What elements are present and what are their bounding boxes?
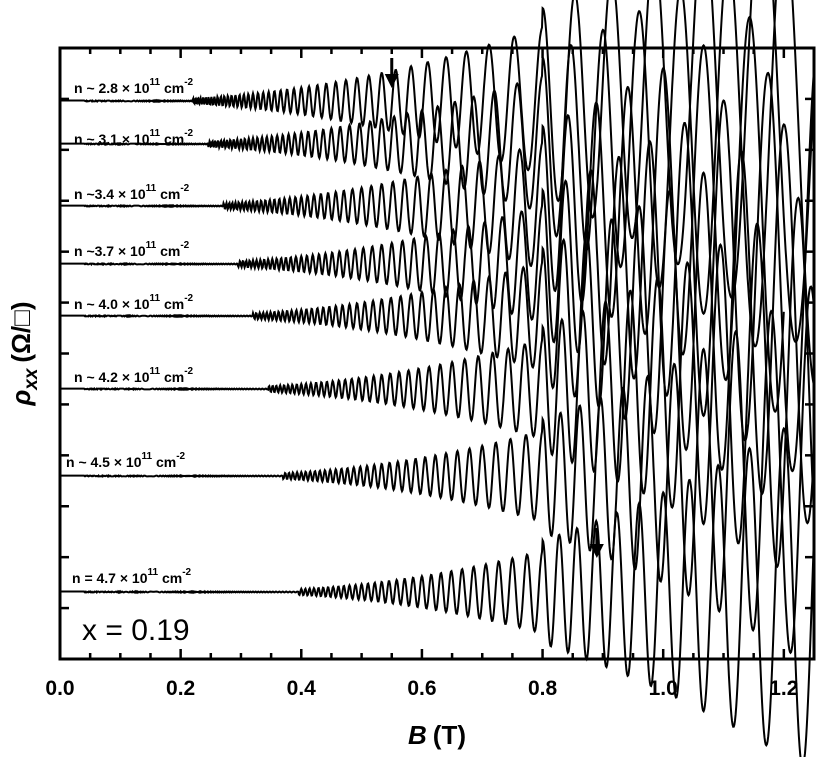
x-tick-label: 0.8 <box>528 677 558 700</box>
series-label: n ~ 2.8 × 1011 cm-2 <box>74 77 194 96</box>
arrow-markers <box>384 58 604 558</box>
series-curves <box>60 0 815 757</box>
series-line <box>60 69 815 473</box>
x-tick-label: 1.0 <box>649 677 678 700</box>
arrow-head <box>589 544 604 558</box>
series-label: n ~ 4.2 × 1011 cm-2 <box>74 366 194 385</box>
series-labels: n ~ 2.8 × 1011 cm-2 n ~ 3.1 × 1011 cm-2 n … <box>66 77 194 586</box>
series-label: n ~ 4.5 × 1011 cm-2 <box>66 451 186 470</box>
series-label: n ~ 4.0 × 1011 cm-2 <box>74 293 194 312</box>
x-axis-symbol: B <box>408 720 427 750</box>
series-label: n ~3.4 × 1011 cm-2 <box>74 183 190 202</box>
y-axis-subscript: xx <box>21 367 42 391</box>
arrow-head <box>384 74 399 88</box>
axis-ticks <box>58 48 816 659</box>
x-tick-labels: 0.0 0.2 0.4 0.6 0.8 1.0 1.2 <box>45 677 798 700</box>
x-tick-label: 0.2 <box>166 677 195 700</box>
x-axis-title: B (T) <box>408 720 466 750</box>
y-axis-symbol: ρ <box>6 390 36 407</box>
series-line <box>60 426 815 757</box>
series-line <box>60 123 815 525</box>
y-axis-unit: (Ω/□) <box>6 302 36 363</box>
x-tick-label: 1.2 <box>769 677 798 700</box>
series-label: n ~3.7 × 1011 cm-2 <box>74 240 190 259</box>
series-line <box>60 196 815 569</box>
series-line <box>60 15 785 413</box>
series-line <box>60 285 815 655</box>
series-label: n ~ 3.1 × 1011 cm-2 <box>74 128 194 147</box>
x-tick-label: 0.0 <box>45 677 74 700</box>
x-value-annotation: x = 0.19 <box>82 614 190 647</box>
y-axis-title: ρxx (Ω/□) <box>6 302 42 407</box>
series-line <box>60 0 815 386</box>
x-tick-label: 0.4 <box>287 677 317 700</box>
x-tick-label: 0.6 <box>407 677 436 700</box>
x-axis-unit: (T) <box>433 720 466 750</box>
series-label: n = 4.7 × 1011 cm-2 <box>72 567 192 586</box>
